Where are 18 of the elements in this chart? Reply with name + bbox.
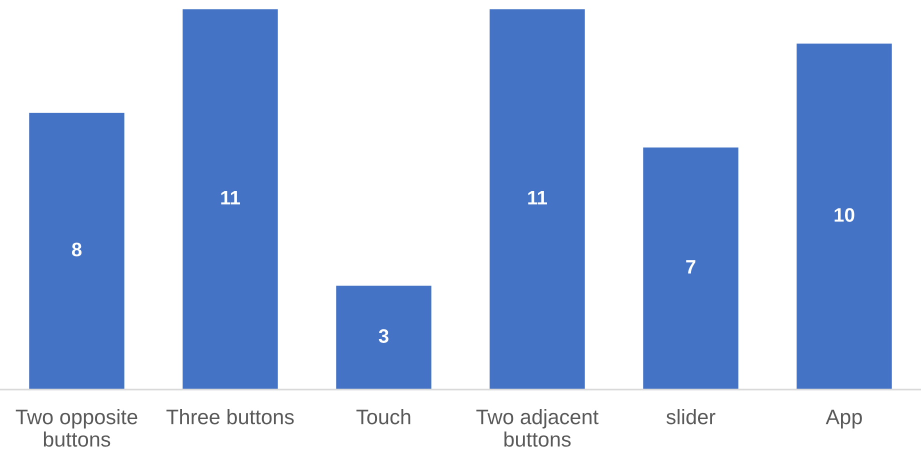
x-tick-label: slider [666, 409, 716, 424]
data-label: 11 [528, 190, 547, 204]
data-label: 10 [834, 208, 854, 222]
bar [643, 147, 738, 390]
data-label: 3 [378, 329, 388, 343]
bar [490, 9, 585, 390]
x-tick-label: Two adjacent buttons [476, 409, 598, 447]
x-tick-label: Touch [356, 409, 410, 424]
data-label: 11 [221, 190, 240, 204]
x-tick-label: Three buttons [166, 409, 294, 424]
bar [182, 9, 278, 390]
bar [796, 44, 892, 390]
x-tick-label: App [826, 410, 862, 428]
bar [336, 286, 432, 390]
x-tick-label: Two opposite buttons [16, 409, 138, 447]
bar [29, 112, 124, 390]
data-label: 8 [72, 242, 82, 256]
data-label: 7 [686, 260, 696, 274]
